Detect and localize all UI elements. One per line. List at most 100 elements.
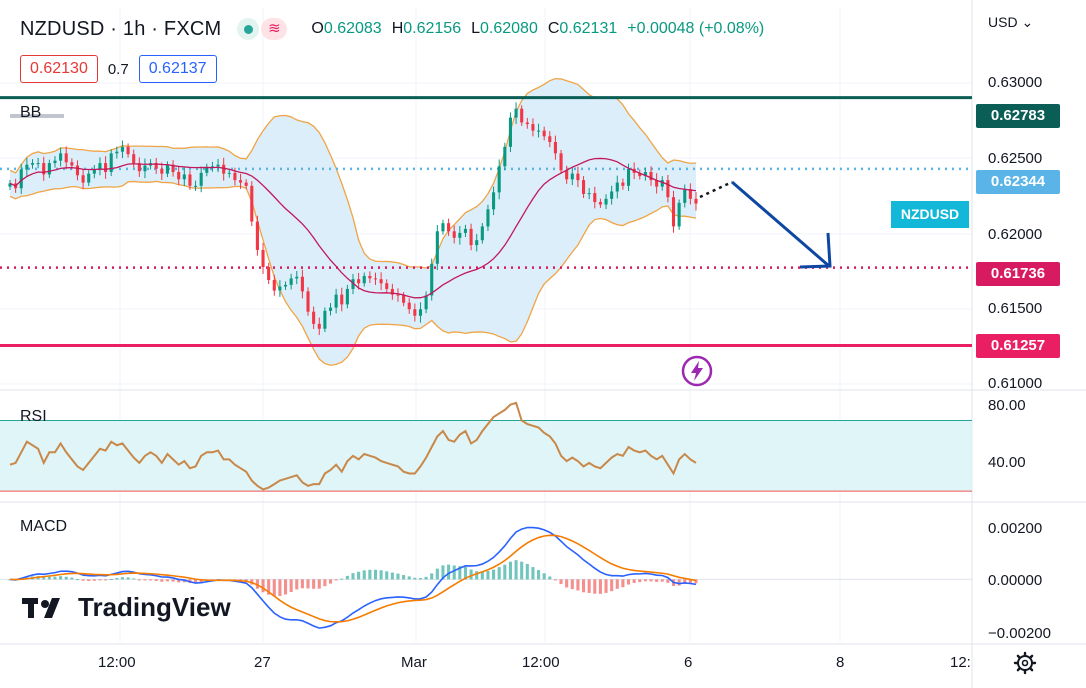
macd-histogram-bar <box>593 579 597 594</box>
macd-histogram-bar <box>581 579 586 593</box>
macd-histogram-bar <box>542 573 546 580</box>
macd-histogram-bar <box>98 579 102 581</box>
candle-body <box>216 164 220 167</box>
level-tag-resistance: 0.62783 <box>976 104 1060 128</box>
spread-value: 0.7 <box>107 60 129 78</box>
candle-body <box>278 286 282 291</box>
macd-histogram-bar <box>42 577 46 580</box>
candle-body <box>25 164 29 170</box>
macd-histogram-bar <box>537 570 541 580</box>
tradingview-mark-icon <box>22 597 60 618</box>
candle-body <box>418 309 423 316</box>
candle-body <box>8 183 12 187</box>
bb-lower-line <box>9 180 697 366</box>
candle-body <box>610 191 614 199</box>
candle-body <box>126 146 130 155</box>
candle-body <box>447 223 451 232</box>
macd-histogram-bar <box>626 579 631 585</box>
candle-body <box>441 223 445 232</box>
candle-body <box>362 275 366 284</box>
macd-histogram-bar <box>47 576 51 580</box>
gear-icon[interactable] <box>1013 651 1037 680</box>
macd-histogram-bar <box>120 577 125 580</box>
candle-body <box>312 311 316 324</box>
macd-histogram-bar <box>70 577 74 580</box>
currency-selector[interactable]: USD ⌄ <box>988 14 1033 31</box>
macd-histogram-bar <box>154 579 158 581</box>
bb-basis-line <box>9 157 697 299</box>
market-open-icon[interactable] <box>237 18 260 40</box>
macd-histogram-bar <box>660 579 664 582</box>
candle-body <box>306 291 310 312</box>
candle-body <box>188 174 192 186</box>
candle-body <box>475 240 479 246</box>
macd-histogram-bar <box>503 564 507 580</box>
macd-histogram-bar <box>458 566 462 580</box>
candle-body <box>508 117 512 147</box>
tradingview-logo[interactable]: TradingView <box>22 592 231 623</box>
macd-histogram-bar <box>328 579 333 584</box>
candle-body <box>615 182 619 192</box>
forecast-arrow-head <box>799 232 832 269</box>
candle-body <box>210 166 214 168</box>
candle-body <box>345 288 349 305</box>
candle-body <box>581 180 586 194</box>
bolt-icon[interactable] <box>681 355 713 392</box>
bb-legend-swatch <box>10 114 64 118</box>
candle-body <box>255 221 259 250</box>
candle-body <box>671 197 676 227</box>
time-tick: Mar <box>401 654 427 671</box>
symbol-title[interactable]: NZDUSD · 1h · FXCM <box>20 17 222 40</box>
candle-body <box>154 163 158 169</box>
macd-histogram-bar <box>126 577 130 580</box>
candle-body <box>137 163 141 172</box>
candle-body <box>334 294 338 308</box>
candle-body <box>525 122 529 125</box>
sell-button[interactable]: 0.62130 <box>20 55 98 83</box>
macd-histogram-bar <box>638 579 642 583</box>
price-tick: 0.63000 <box>988 74 1043 91</box>
candle-body <box>621 182 625 186</box>
macd-histogram-bar <box>177 579 181 583</box>
candle-body <box>42 163 46 175</box>
macd-signal-line <box>9 534 697 623</box>
macd-histogram-bar <box>92 579 96 581</box>
macd-histogram-bar <box>244 579 248 582</box>
candle-body <box>626 168 631 186</box>
candle-body <box>604 198 608 205</box>
macd-histogram-bar <box>267 579 271 595</box>
macd-histogram-bar <box>368 569 372 580</box>
macd-histogram-bar <box>525 563 529 580</box>
rsi-indicator-label[interactable]: RSI <box>20 408 47 425</box>
candle-body <box>520 108 524 123</box>
level-tag-current: 0.62344 <box>976 170 1060 194</box>
candle-body <box>683 189 687 203</box>
macd-histogram-bar <box>424 576 428 580</box>
candle-body <box>227 172 231 174</box>
candle-body <box>261 249 265 268</box>
candle-body <box>98 163 102 170</box>
macd-histogram-bar <box>598 579 602 594</box>
macd-histogram-bar <box>64 576 68 580</box>
candle-body <box>452 231 456 238</box>
bb-indicator-label[interactable]: BB <box>20 104 42 121</box>
macd-histogram-bar <box>475 571 479 580</box>
candle-body <box>104 163 108 173</box>
macd-histogram-bar <box>492 569 496 580</box>
macd-histogram-bar <box>469 569 473 580</box>
candle-body <box>340 294 344 305</box>
macd-histogram-bar <box>413 577 417 580</box>
macd-indicator-label[interactable]: MACD <box>20 518 68 535</box>
candle-body <box>407 302 411 310</box>
candle-body <box>238 180 243 183</box>
candle-body <box>109 153 113 173</box>
macd-histogram-bar <box>435 568 439 580</box>
buy-button[interactable]: 0.62137 <box>138 55 217 83</box>
macd-histogram-bar <box>688 579 692 584</box>
macd-histogram-bar <box>171 579 175 582</box>
macd-histogram-bar <box>143 579 147 581</box>
time-tick: 8 <box>836 654 845 671</box>
data-problem-icon[interactable]: ≋ <box>261 18 288 40</box>
candle-body <box>565 170 569 180</box>
